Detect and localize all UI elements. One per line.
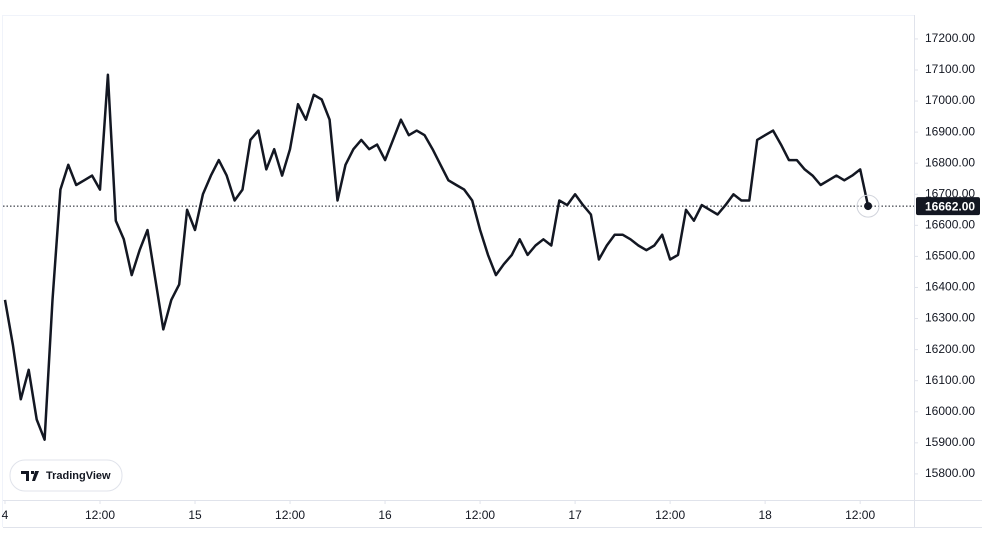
x-tick-label: 12:00 bbox=[655, 508, 685, 522]
last-price-label: 16662.00 bbox=[925, 199, 975, 213]
x-tick-label: 12:00 bbox=[275, 508, 305, 522]
y-tick-label: 16900.00 bbox=[925, 124, 975, 138]
last-point bbox=[864, 202, 873, 211]
x-tick-label: 18 bbox=[758, 508, 772, 522]
badge-text: TradingView bbox=[46, 470, 111, 482]
x-tick-label: 4 bbox=[2, 508, 9, 522]
y-tick-label: 16700.00 bbox=[925, 186, 975, 200]
y-tick-label: 16400.00 bbox=[925, 280, 975, 294]
y-tick-label: 16300.00 bbox=[925, 311, 975, 325]
badge-logo bbox=[21, 471, 39, 481]
y-tick-label: 16500.00 bbox=[925, 249, 975, 263]
x-tick-label: 12:00 bbox=[465, 508, 495, 522]
y-tick-label: 16800.00 bbox=[925, 155, 975, 169]
last-point-halo bbox=[856, 194, 880, 218]
y-tick-label: 17200.00 bbox=[925, 31, 975, 45]
y-tick-label: 17100.00 bbox=[925, 62, 975, 76]
y-tick-label: 16100.00 bbox=[925, 373, 975, 387]
y-tick-label: 15900.00 bbox=[925, 435, 975, 449]
x-tick-label: 17 bbox=[568, 508, 582, 522]
price-line bbox=[3, 73, 870, 441]
x-tick-label: 16 bbox=[378, 508, 392, 522]
y-tick-label: 17000.00 bbox=[925, 93, 975, 107]
watermark-badge[interactable]: TradingView bbox=[9, 459, 123, 492]
y-tick-label: 16000.00 bbox=[925, 404, 975, 418]
x-tick-label: 12:00 bbox=[85, 508, 115, 522]
y-tick-label: 16200.00 bbox=[925, 342, 975, 356]
x-tick-label: 15 bbox=[188, 508, 202, 522]
x-tick-label: 12:00 bbox=[845, 508, 875, 522]
y-tick-label: 15800.00 bbox=[925, 466, 975, 480]
badge-frame bbox=[9, 459, 123, 492]
y-tick-label: 16600.00 bbox=[925, 218, 975, 232]
last-price-tag bbox=[916, 197, 980, 216]
